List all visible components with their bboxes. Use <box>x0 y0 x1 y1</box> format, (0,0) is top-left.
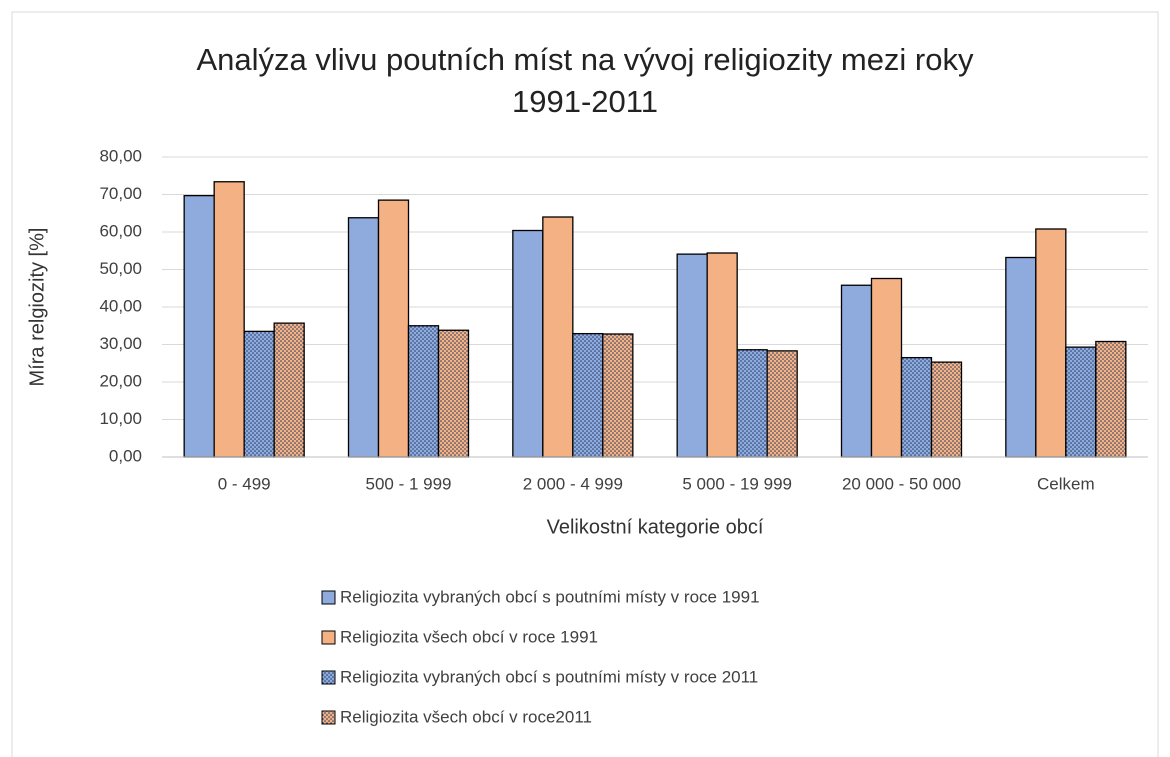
bar <box>437 329 470 458</box>
chart-frame <box>11 11 1159 757</box>
bar <box>1035 228 1067 458</box>
y-tick-label: 40,00 <box>99 296 142 315</box>
y-tick-label: 20,00 <box>99 371 142 390</box>
bar <box>542 216 574 458</box>
bar <box>1095 340 1127 458</box>
bar <box>1005 256 1037 458</box>
y-tick-label: 30,00 <box>99 334 142 353</box>
x-tick-label: 2 000 - 4 999 <box>523 474 623 493</box>
y-tick-label: 10,00 <box>99 409 142 428</box>
y-tick-label: 0,00 <box>109 446 142 465</box>
bar <box>407 325 440 458</box>
bar <box>273 322 305 458</box>
bar <box>602 333 634 458</box>
bar <box>213 181 245 458</box>
bar <box>766 350 798 458</box>
y-tick-label: 80,00 <box>99 146 142 165</box>
x-tick-label: 5 000 - 19 999 <box>682 474 792 493</box>
bar <box>676 253 708 458</box>
bar <box>377 199 410 458</box>
y-axis-title: Míra relgiozity [%] <box>26 228 48 387</box>
bar <box>347 217 380 458</box>
bar <box>870 277 903 458</box>
y-tick-label: 70,00 <box>99 184 142 203</box>
bar <box>1065 346 1097 458</box>
bar <box>900 356 933 458</box>
legend-swatch <box>321 630 336 645</box>
legend-label: Religiozita všech obcí v roce2011 <box>340 707 592 726</box>
bar <box>736 349 768 458</box>
legend-swatch <box>321 670 336 685</box>
x-tick-label: 0 - 499 <box>218 474 271 493</box>
x-axis-title: Velikostní kategorie obcí <box>547 516 764 538</box>
legend-swatch <box>321 590 336 605</box>
bar <box>930 361 963 458</box>
legend-swatch <box>321 710 336 725</box>
bar <box>512 229 544 458</box>
bar <box>183 194 215 458</box>
x-tick-label: Celkem <box>1037 474 1095 493</box>
bar <box>243 330 275 458</box>
y-tick-label: 60,00 <box>99 221 142 240</box>
chart-title: 1991-2011 <box>512 84 658 119</box>
bar <box>706 252 738 458</box>
legend-label: Religiozita vybraných obcí s poutními mí… <box>340 667 758 686</box>
legend-label: Religiozita všech obcí v roce 1991 <box>340 627 598 646</box>
chart-title: Analýza vlivu poutních míst na vývoj rel… <box>196 42 974 77</box>
x-tick-label: 20 000 - 50 000 <box>842 474 961 493</box>
x-tick-label: 500 - 1 999 <box>365 474 451 493</box>
bar <box>840 284 873 458</box>
legend-label: Religiozita vybraných obcí s poutními mí… <box>340 587 760 606</box>
bar <box>572 332 604 458</box>
y-tick-label: 50,00 <box>99 259 142 278</box>
